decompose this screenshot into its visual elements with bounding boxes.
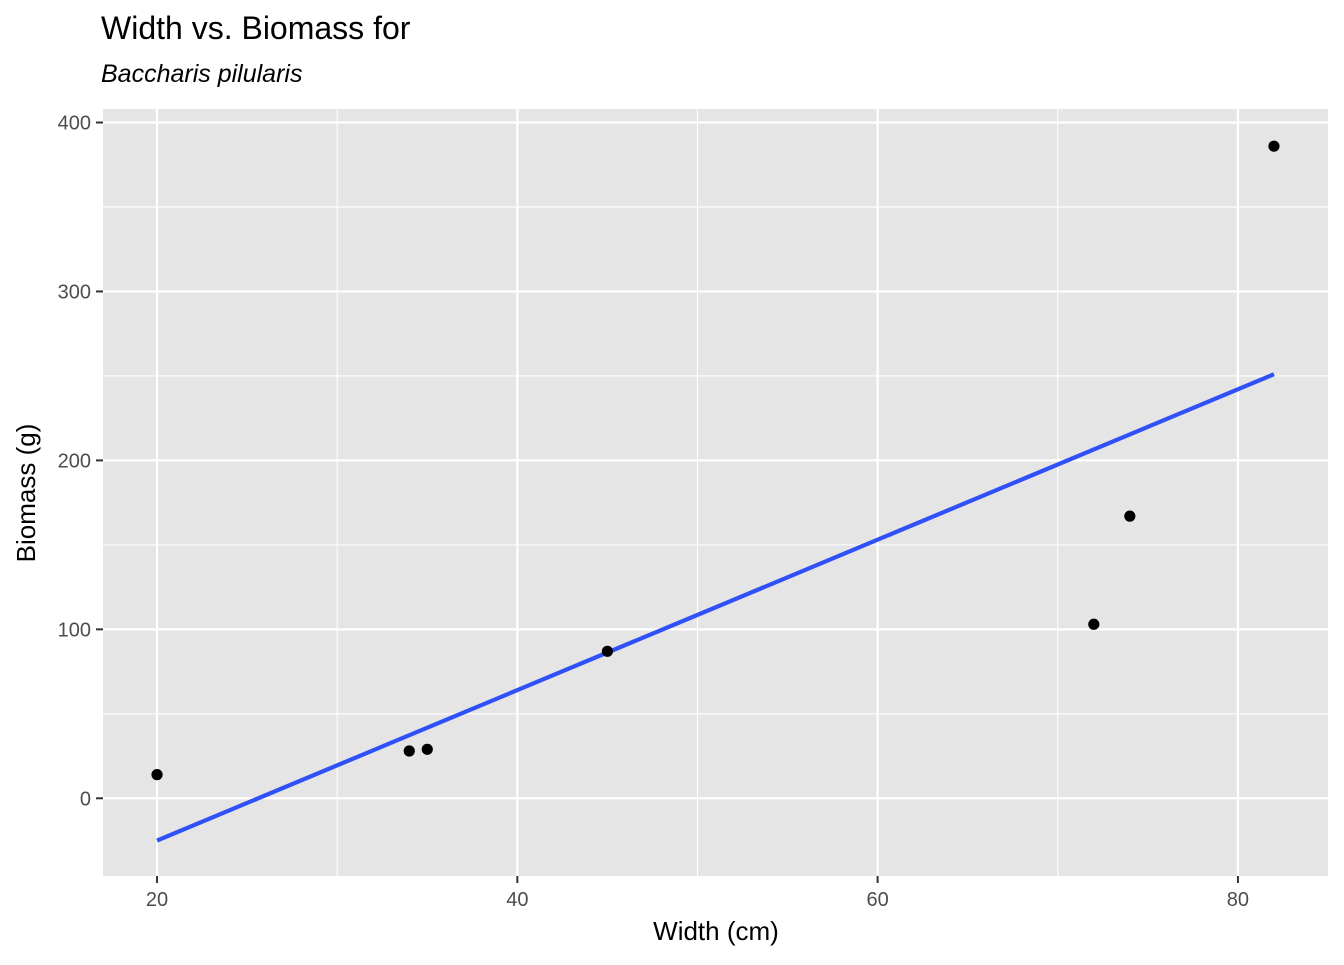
y-tick-label: 200 — [58, 450, 91, 472]
y-tick-label: 0 — [80, 788, 91, 810]
data-point — [403, 745, 415, 757]
plot-panel — [103, 109, 1328, 876]
x-tick-label: 20 — [146, 889, 168, 911]
data-point — [1088, 618, 1100, 630]
chart-subtitle: Baccharis pilularis — [101, 60, 302, 88]
data-point — [1268, 140, 1280, 152]
x-tick-label: 40 — [506, 889, 528, 911]
x-axis: 20 40 60 80 — [146, 876, 1249, 911]
y-tick-label: 300 — [58, 281, 91, 303]
y-axis: 0 100 200 300 400 — [58, 113, 103, 810]
x-tick-label: 60 — [867, 889, 889, 911]
data-point — [601, 645, 614, 657]
major-grid — [103, 109, 1328, 876]
data-point — [151, 769, 163, 781]
x-tick-label: 80 — [1227, 889, 1249, 911]
minor-grid — [103, 109, 1328, 876]
regression-line-layer — [156, 372, 1275, 843]
x-axis-title: Width (cm) — [653, 916, 779, 946]
y-axis-title: Biomass (g) — [11, 424, 41, 563]
y-tick-label: 400 — [58, 113, 91, 135]
scatter-points — [151, 140, 1280, 781]
y-tick-label: 100 — [58, 619, 91, 641]
chart-title: Width vs. Biomass for — [101, 10, 411, 46]
data-point — [1124, 510, 1136, 522]
regression-line — [156, 372, 1275, 843]
data-point — [421, 743, 433, 755]
